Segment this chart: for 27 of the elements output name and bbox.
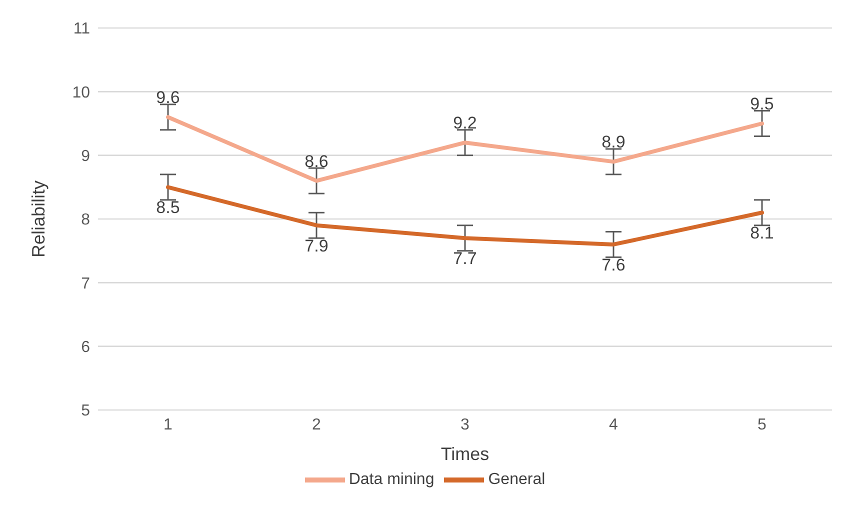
legend-label: Data mining (348, 471, 434, 488)
x-axis-title: Times (440, 444, 490, 464)
data-label: 7.7 (453, 249, 477, 268)
data-label: 9.2 (453, 114, 477, 133)
data-label: 7.6 (602, 256, 626, 275)
x-tick-label: 5 (758, 416, 767, 434)
x-tick-label: 2 (312, 416, 322, 434)
y-tick-label: 7 (81, 275, 90, 292)
legend-label: General (488, 471, 546, 488)
y-axis-title: Reliability (28, 180, 48, 258)
data-label: 8.1 (750, 224, 774, 243)
y-tick-label: 6 (81, 339, 90, 356)
data-label: 7.9 (304, 236, 328, 256)
x-tick-label: 1 (164, 416, 173, 434)
data-label: 9.5 (750, 94, 774, 114)
y-tick-label: 10 (72, 84, 90, 102)
x-tick-label: 3 (460, 416, 470, 434)
data-label: 9.6 (156, 88, 180, 108)
x-tick-label: 4 (609, 416, 618, 434)
y-tick-label: 5 (81, 402, 90, 420)
data-label: 8.5 (156, 198, 180, 218)
y-tick-label: 9 (81, 148, 90, 166)
data-label: 8.9 (602, 132, 626, 152)
y-tick-label: 8 (81, 212, 90, 229)
data-label: 8.6 (304, 152, 328, 171)
line-series (166, 115, 764, 183)
y-tick-label: 11 (73, 20, 90, 38)
